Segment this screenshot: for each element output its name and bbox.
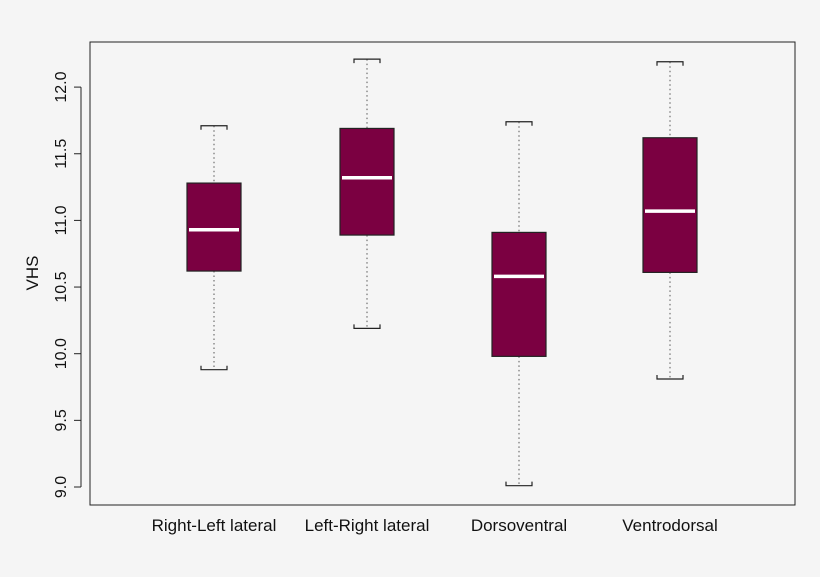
box-group (491, 121, 547, 487)
lower-whisker-cap (353, 324, 381, 329)
box-iqr (491, 231, 547, 357)
lower-whisker-cap (505, 481, 533, 487)
x-axis: Right-Left lateral Left-Right lateral Dors… (152, 516, 718, 535)
box-group (186, 125, 242, 371)
upper-whisker-cap (353, 58, 381, 64)
box-iqr (186, 182, 242, 272)
box-group (339, 58, 395, 329)
plot-frame (89, 41, 796, 506)
y-tick-label: 10.0 (53, 338, 70, 369)
y-tick-label: 11.5 (53, 139, 70, 169)
upper-whisker-cap (200, 125, 228, 130)
y-tick-label: 11.0 (53, 205, 70, 235)
y-tick-label: 9.5 (53, 409, 70, 431)
x-category-label: Dorsoventral (471, 516, 567, 535)
upper-whisker-cap (656, 61, 684, 66)
x-category-label: Ventrodorsal (622, 516, 717, 535)
box-iqr (339, 127, 395, 236)
y-tick-label: 12.0 (53, 71, 70, 102)
lower-whisker-cap (656, 375, 684, 380)
box-group (642, 61, 698, 380)
y-axis-title: VHS (23, 256, 42, 291)
lower-whisker-cap (200, 365, 228, 371)
y-tick-label: 9.0 (53, 476, 70, 498)
box-series (186, 58, 698, 487)
x-category-label: Right-Left lateral (152, 516, 277, 535)
y-tick-label: 10.5 (53, 271, 70, 302)
y-axis: 9.0 9.5 10.0 10.5 11.0 11.5 12.0 (53, 71, 82, 498)
x-category-label: Left-Right lateral (305, 516, 430, 535)
box-iqr (642, 137, 698, 273)
upper-whisker-cap (505, 121, 533, 126)
